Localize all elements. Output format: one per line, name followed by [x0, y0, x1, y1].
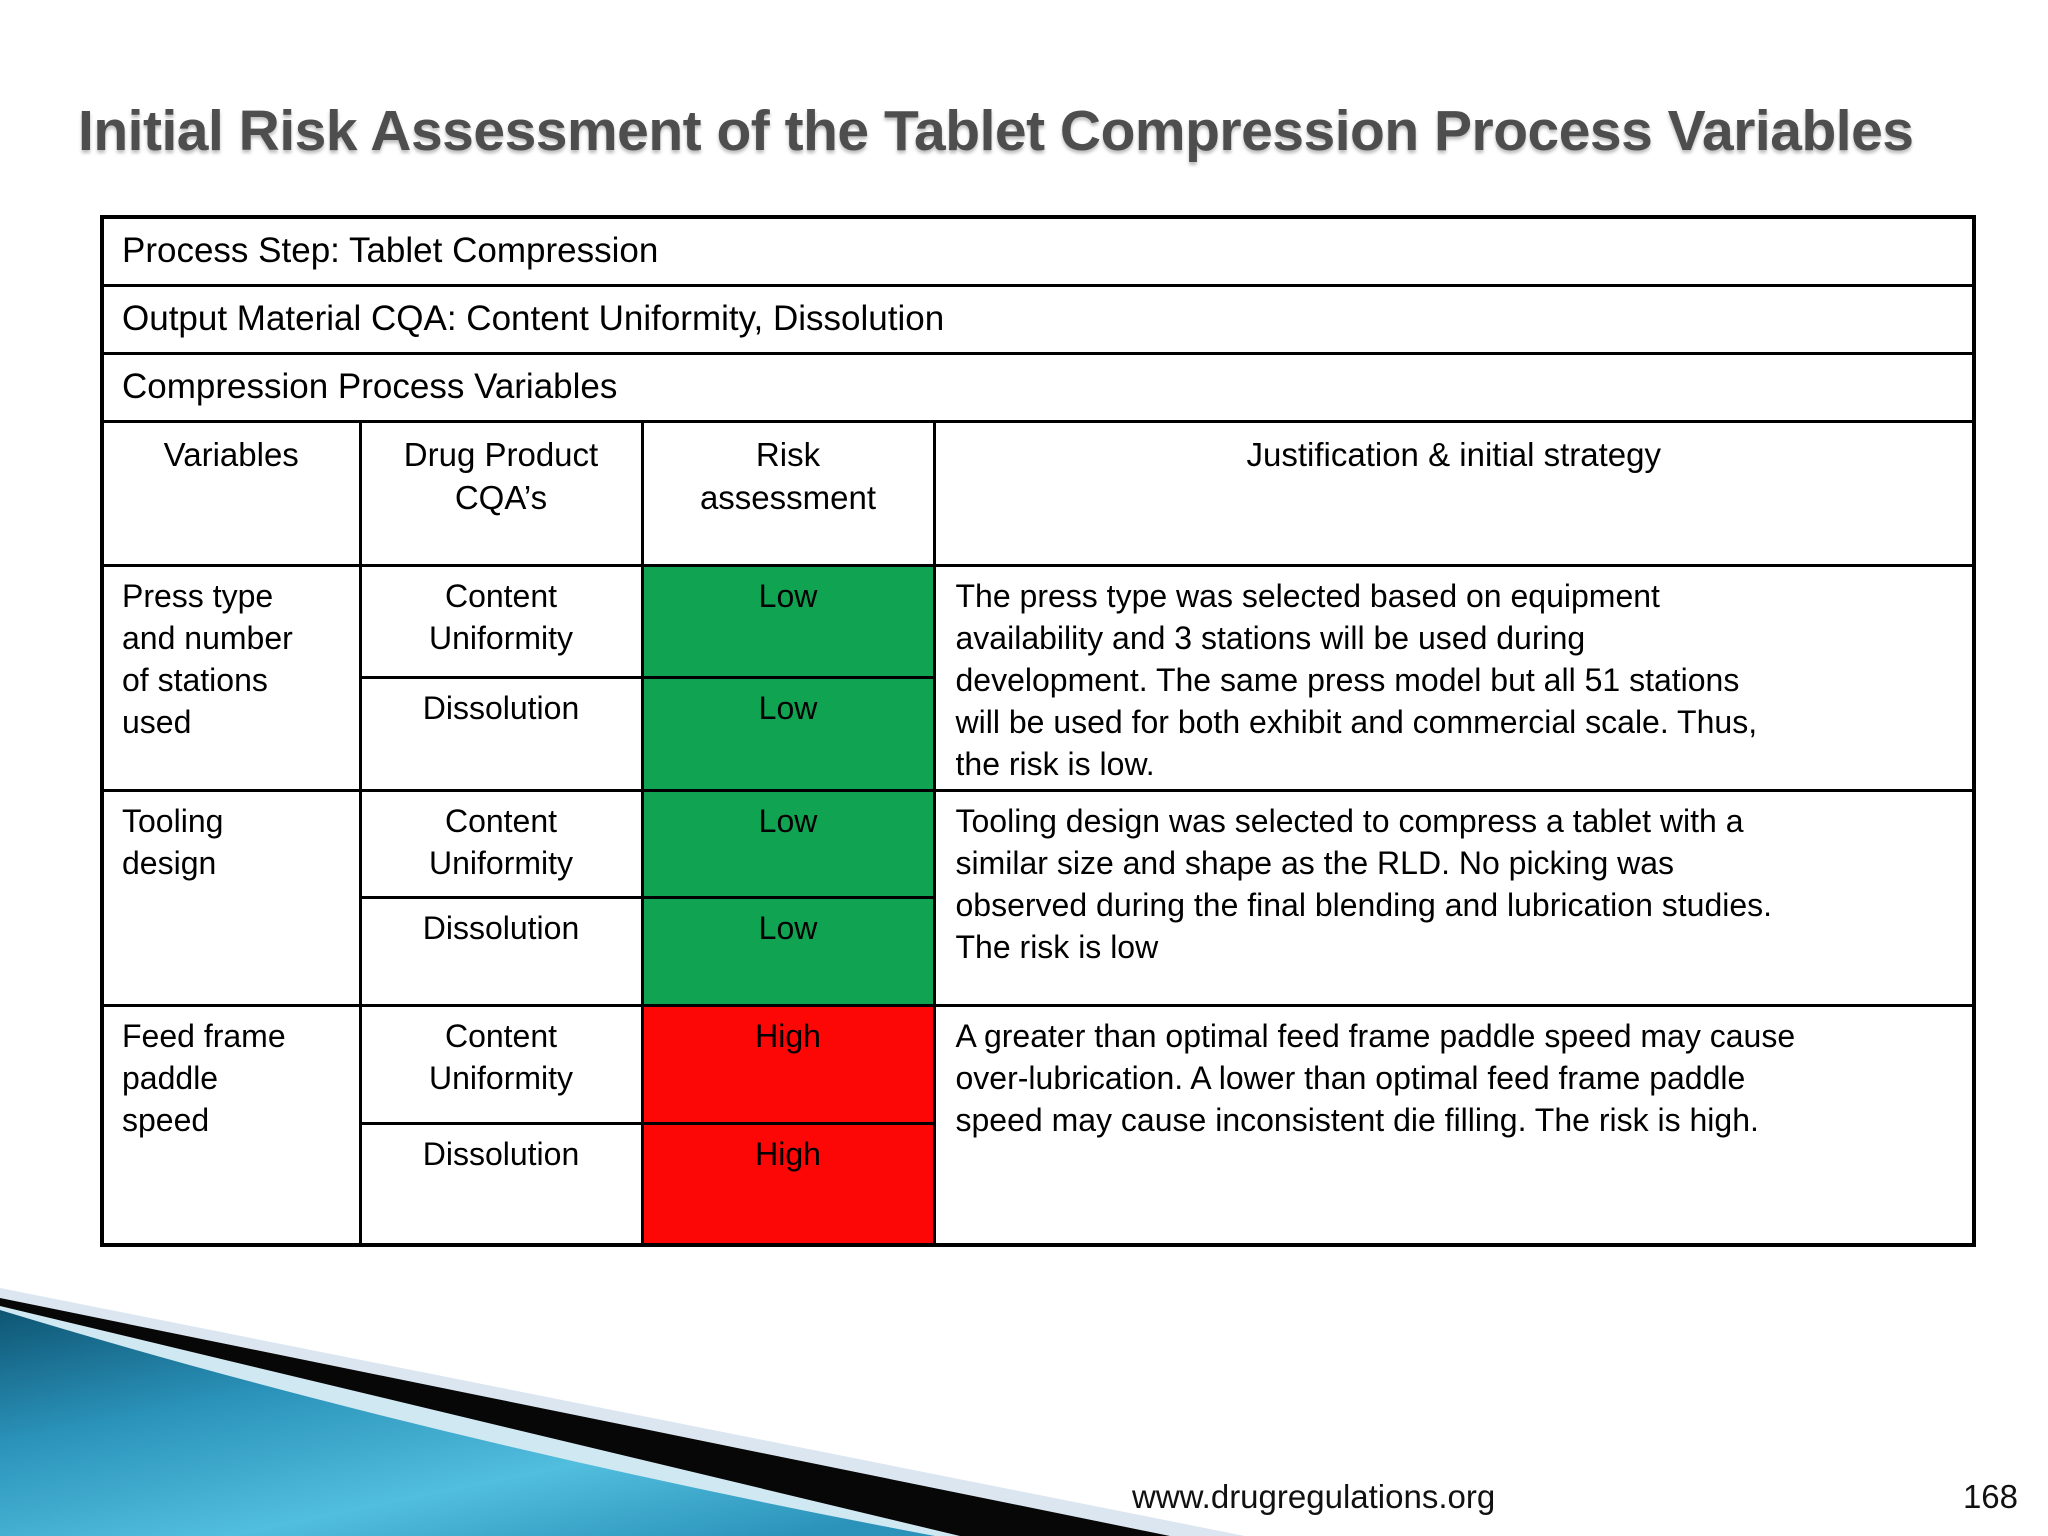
- justification-cell: A greater than optimal feed frame paddle…: [932, 1003, 1976, 1247]
- column-header-justification: Justification & initial strategy: [932, 419, 1976, 567]
- column-header-variables: Variables: [100, 419, 362, 567]
- column-header-risk: Risk assessment: [640, 419, 936, 567]
- cqa-cell: Dissolution: [358, 895, 644, 1007]
- footer-website-text: www.drugregulations.org: [1132, 1478, 1496, 1515]
- cqa-cell: Content Uniformity: [358, 563, 644, 679]
- compression-variables-banner: Compression Process Variables: [100, 351, 1976, 423]
- table-row: Process Step: Tablet Compression: [100, 215, 1976, 287]
- risk-cell-low: Low: [640, 675, 936, 792]
- table-row: Press type and number of stations used C…: [100, 563, 1976, 792]
- black-stripe-shape: [0, 1298, 1170, 1536]
- table-row: Output Material CQA: Content Uniformity,…: [100, 283, 1976, 355]
- table-header-row: Variables Drug Product CQA’s Risk assess…: [100, 419, 1976, 567]
- risk-assessment-table: Process Step: Tablet Compression Output …: [100, 215, 1977, 1247]
- risk-cell-low: Low: [640, 563, 936, 679]
- cqa-cell: Dissolution: [358, 675, 644, 792]
- risk-cell-low: Low: [640, 788, 936, 899]
- variable-cell: Feed frame paddle speed: [100, 1003, 362, 1247]
- teal-swoosh-shape: [0, 1310, 935, 1536]
- light-edge-shape: [0, 1306, 960, 1536]
- page-title: Initial Risk Assessment of the Tablet Co…: [78, 99, 1914, 163]
- cqa-cell: Dissolution: [358, 1121, 644, 1247]
- justification-cell: Tooling design was selected to compress …: [932, 788, 1976, 1007]
- table-row: Dissolution High: [102, 1121, 1974, 1247]
- risk-cell-low: Low: [640, 895, 936, 1007]
- variable-cell: Tooling design: [100, 788, 362, 1007]
- process-step-banner: Process Step: Tablet Compression: [100, 215, 1976, 287]
- variable-cell: Press type and number of stations used: [100, 563, 362, 792]
- cqa-cell: Content Uniformity: [358, 788, 644, 899]
- table-row: Feed frame paddle speed Content Uniformi…: [100, 1003, 1976, 1247]
- output-material-cqa-banner: Output Material CQA: Content Uniformity,…: [100, 283, 1976, 355]
- table-row: Dissolution Low: [102, 895, 1974, 1007]
- footer-page-number: 168: [1962, 1478, 2018, 1515]
- justification-cell: The press type was selected based on equ…: [932, 563, 1976, 792]
- pale-wedge-shape: [0, 1288, 1245, 1536]
- cqa-cell: Content Uniformity: [358, 1003, 644, 1125]
- risk-cell-high: High: [640, 1003, 936, 1125]
- risk-cell-high: High: [640, 1121, 936, 1247]
- table-row: Tooling design Content Uniformity Low To…: [100, 788, 1976, 1007]
- table-row: Compression Process Variables: [100, 351, 1976, 423]
- table-row: Dissolution Low: [102, 675, 1974, 792]
- column-header-cqa: Drug Product CQA’s: [358, 419, 644, 567]
